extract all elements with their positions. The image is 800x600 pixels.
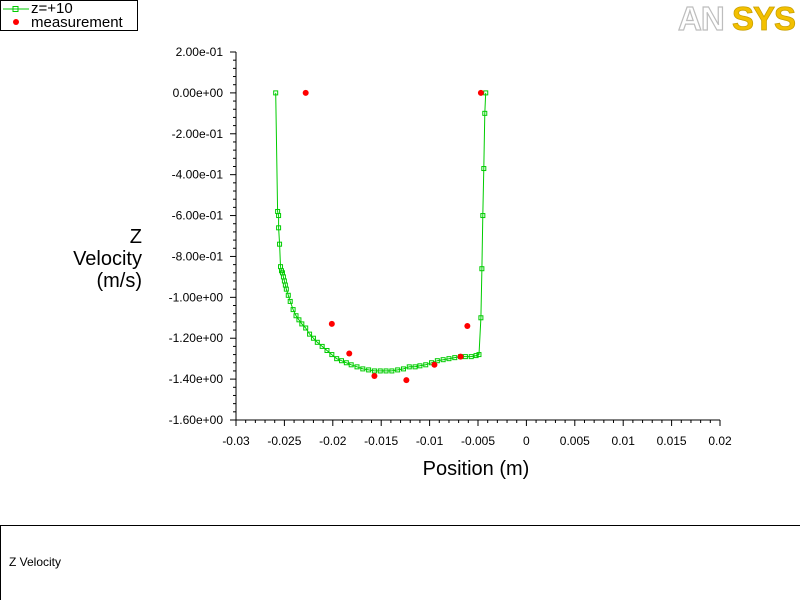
data-point-z10 bbox=[319, 343, 325, 349]
data-point-z10 bbox=[395, 367, 401, 373]
data-point-z10 bbox=[434, 358, 440, 364]
svg-text:AN: AN bbox=[678, 0, 724, 34]
data-point-z10 bbox=[400, 366, 406, 372]
data-point-z10 bbox=[339, 358, 345, 364]
x-tick-label: -0.02 bbox=[319, 434, 347, 448]
y-axis-title-line: Z bbox=[129, 226, 142, 248]
legend-label: measurement bbox=[31, 14, 123, 31]
data-point-z10 bbox=[481, 166, 487, 172]
x-tick-label: -0.03 bbox=[222, 434, 250, 448]
y-axis-title-line: (m/s) bbox=[96, 270, 142, 292]
data-point-z10 bbox=[412, 364, 418, 370]
data-point-z10 bbox=[299, 321, 305, 327]
data-point-z10 bbox=[371, 368, 377, 374]
data-point-z10 bbox=[377, 368, 383, 374]
x-tick-label: -0.015 bbox=[364, 434, 398, 448]
x-tick-label: -0.01 bbox=[416, 434, 444, 448]
data-point-z10 bbox=[343, 360, 349, 366]
y-tick-label: -1.00e+00 bbox=[169, 290, 224, 304]
y-tick-label: -4.00e-01 bbox=[172, 168, 224, 182]
ansys-logo: AN SYS bbox=[677, 0, 796, 34]
data-point-measurement bbox=[431, 361, 438, 368]
data-point-z10 bbox=[307, 331, 313, 337]
data-point-z10 bbox=[276, 225, 282, 231]
data-point-z10 bbox=[310, 335, 316, 341]
y-tick-label: -2.00e-01 bbox=[172, 127, 224, 141]
data-point-z10 bbox=[476, 352, 482, 358]
data-point-z10 bbox=[276, 213, 282, 219]
data-point-z10 bbox=[417, 363, 423, 369]
data-point-z10 bbox=[440, 357, 446, 363]
data-point-z10 bbox=[383, 368, 389, 374]
data-point-z10 bbox=[314, 339, 320, 345]
y-tick-label: -1.20e+00 bbox=[169, 331, 224, 345]
x-tick-label: 0.015 bbox=[657, 434, 687, 448]
data-point-z10 bbox=[348, 362, 354, 368]
data-point-measurement bbox=[346, 350, 353, 357]
svg-text:SYS: SYS bbox=[732, 0, 795, 34]
legend: z=+10 measurement bbox=[0, 0, 138, 31]
data-point-z10 bbox=[468, 354, 474, 360]
data-point-z10 bbox=[287, 298, 293, 304]
data-point-z10 bbox=[480, 213, 486, 219]
legend-item-z10: z=+10 bbox=[1, 0, 137, 17]
data-point-z10 bbox=[285, 292, 291, 298]
caption-text: Z Velocity bbox=[9, 555, 62, 569]
data-point-z10 bbox=[334, 356, 340, 362]
y-axis-title: Z Velocity (m/s) bbox=[40, 226, 142, 292]
chart-plot-area: 2.00e-01 0.00e+00 -2.00e-01 -4.00e-01 -6.00e… bbox=[169, 45, 732, 448]
legend-line-square-icon bbox=[3, 6, 29, 12]
data-point-z10 bbox=[478, 315, 484, 321]
data-point-z10 bbox=[366, 367, 372, 373]
data-point-z10 bbox=[389, 368, 395, 374]
data-point-z10 bbox=[273, 90, 279, 96]
caption-panel: Z Velocity bbox=[0, 525, 800, 600]
data-point-z10 bbox=[324, 347, 330, 353]
data-point-z10 bbox=[479, 266, 485, 272]
data-point-measurement bbox=[477, 89, 484, 96]
x-tick-label: -0.005 bbox=[461, 434, 495, 448]
data-point-z10 bbox=[354, 364, 360, 370]
data-point-z10 bbox=[303, 325, 309, 331]
y-axis-title-line: Velocity bbox=[73, 248, 142, 270]
y-tick-label: -6.00e-01 bbox=[172, 209, 224, 223]
data-point-z10 bbox=[329, 352, 335, 358]
y-tick-label: 0.00e+00 bbox=[173, 86, 224, 100]
data-point-z10 bbox=[283, 286, 289, 292]
data-point-z10 bbox=[452, 355, 458, 361]
data-point-z10 bbox=[296, 317, 302, 323]
data-point-z10 bbox=[482, 110, 488, 116]
data-point-measurement bbox=[457, 353, 464, 360]
legend-label: z=+10 bbox=[31, 0, 73, 17]
data-point-measurement bbox=[302, 89, 309, 96]
legend-dot-icon bbox=[13, 19, 19, 25]
data-point-z10 bbox=[406, 364, 412, 370]
data-point-measurement bbox=[371, 373, 378, 380]
data-point-z10 bbox=[277, 241, 283, 247]
data-point-z10 bbox=[293, 313, 299, 319]
legend-item-measurement: measurement bbox=[1, 14, 137, 31]
x-tick-label: 0.005 bbox=[560, 434, 590, 448]
y-tick-label: 2.00e-01 bbox=[176, 45, 224, 59]
data-point-z10 bbox=[360, 366, 366, 372]
y-tick-label: -1.60e+00 bbox=[169, 413, 224, 427]
data-point-z10 bbox=[446, 356, 452, 362]
data-point-z10 bbox=[423, 362, 429, 368]
y-tick-label: -8.00e-01 bbox=[172, 249, 224, 263]
x-tick-label: 0 bbox=[523, 434, 530, 448]
x-tick-label: 0.02 bbox=[708, 434, 732, 448]
x-axis-title: Position (m) bbox=[422, 458, 530, 480]
data-point-measurement bbox=[464, 322, 471, 329]
x-tick-label: 0.01 bbox=[612, 434, 636, 448]
data-point-z10 bbox=[290, 307, 296, 313]
data-point-measurement bbox=[328, 320, 335, 327]
y-tick-label: -1.40e+00 bbox=[169, 372, 224, 386]
data-point-z10 bbox=[473, 353, 479, 359]
x-tick-label: -0.025 bbox=[267, 434, 301, 448]
data-point-measurement bbox=[403, 377, 410, 384]
